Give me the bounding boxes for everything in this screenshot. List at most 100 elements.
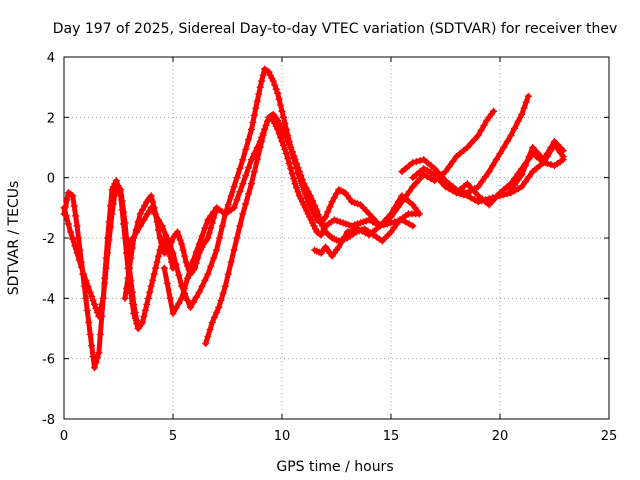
data-point-marker [416,157,424,165]
data-point-marker [405,188,413,196]
data-point-marker [304,210,312,218]
data-point-marker [136,222,144,230]
data-point-marker [338,238,346,246]
data-point-marker [343,228,351,236]
data-point-marker [438,179,446,187]
data-point-marker [427,175,435,183]
data-point-marker [63,196,71,204]
data-point-marker [431,171,439,179]
data-point-marker [317,219,325,227]
data-point-marker [169,309,177,317]
data-point-marker [216,234,224,242]
data-point-marker [489,107,497,115]
data-point-marker [239,156,247,164]
data-point-marker [181,284,189,292]
data-point-marker [277,133,285,141]
data-point-marker [204,333,212,341]
data-point-marker [102,254,110,262]
y-tick-label: -4 [42,292,55,307]
data-point-marker [189,256,197,264]
data-point-marker [128,299,136,307]
data-point-marker [398,198,406,206]
data-point-marker [192,248,200,256]
data-point-marker [293,184,301,192]
data-point-marker [150,270,158,278]
data-point-marker [242,146,250,154]
data-point-marker [383,216,391,224]
data-point-marker [143,300,151,308]
data-point-marker [133,319,141,327]
y-tick-label: -2 [42,232,55,247]
data-point-marker [402,165,410,173]
data-point-marker [295,192,303,200]
data-point-marker [398,168,406,176]
data-point-marker [452,189,460,197]
data-point-marker [162,231,170,239]
data-point-marker [230,204,238,212]
data-point-marker [291,156,299,164]
data-point-marker [91,364,99,372]
data-point-marker [324,208,332,216]
data-point-marker [69,192,77,200]
data-point-marker [485,168,493,176]
data-point-marker [376,222,384,230]
data-point-marker [115,187,123,195]
data-point-marker [415,210,423,218]
data-point-marker [258,77,266,85]
data-point-marker [86,331,94,339]
data-point-marker [456,150,464,158]
data-point-marker [293,160,301,168]
data-point-marker [245,190,253,198]
data-point-marker [198,282,206,290]
data-point-marker [423,159,431,167]
data-point-marker [511,181,519,189]
data-point-marker [387,228,395,236]
data-point-marker [285,140,293,148]
data-point-marker [492,193,500,201]
data-point-marker [122,284,130,292]
data-point-marker [536,162,544,170]
data-point-marker [274,89,282,97]
data-point-marker [202,340,210,348]
data-point-marker [83,306,91,314]
data-point-marker [275,95,283,103]
data-point-marker [314,211,322,219]
data-point-marker [442,168,449,176]
x-tick-label: 5 [169,429,177,444]
data-point-marker [215,303,223,311]
data-point-marker [354,225,362,233]
data-point-marker [358,227,366,235]
data-point-marker [547,161,555,169]
data-point-marker [172,304,180,312]
data-point-marker [93,354,101,362]
data-point-marker [60,210,68,218]
data-point-marker [121,294,129,302]
data-point-marker [96,331,104,339]
data-point-marker [138,318,146,326]
data-point-marker [86,288,94,296]
data-point-marker [489,194,497,202]
data-point-marker [496,150,504,158]
data-point-marker [409,174,417,182]
data-point-marker [514,176,522,184]
data-point-marker [330,194,338,202]
data-point-marker [500,191,508,199]
data-point-marker [300,201,308,209]
data-point-marker [208,318,216,326]
data-point-marker [179,246,187,254]
data-point-marker [156,234,164,242]
data-point-marker [391,208,399,216]
data-point-marker [303,207,311,215]
data-point-marker [204,234,212,242]
data-point-marker [294,188,302,196]
data-point-marker [420,156,428,164]
data-point-marker [207,212,215,220]
data-point-marker [208,219,216,227]
data-point-marker [79,270,87,278]
data-point-marker [201,224,209,232]
data-point-marker [117,192,125,200]
data-point-marker [268,74,276,82]
data-point-marker [492,156,500,164]
data-point-marker [186,303,194,311]
data-point-marker [125,264,133,272]
